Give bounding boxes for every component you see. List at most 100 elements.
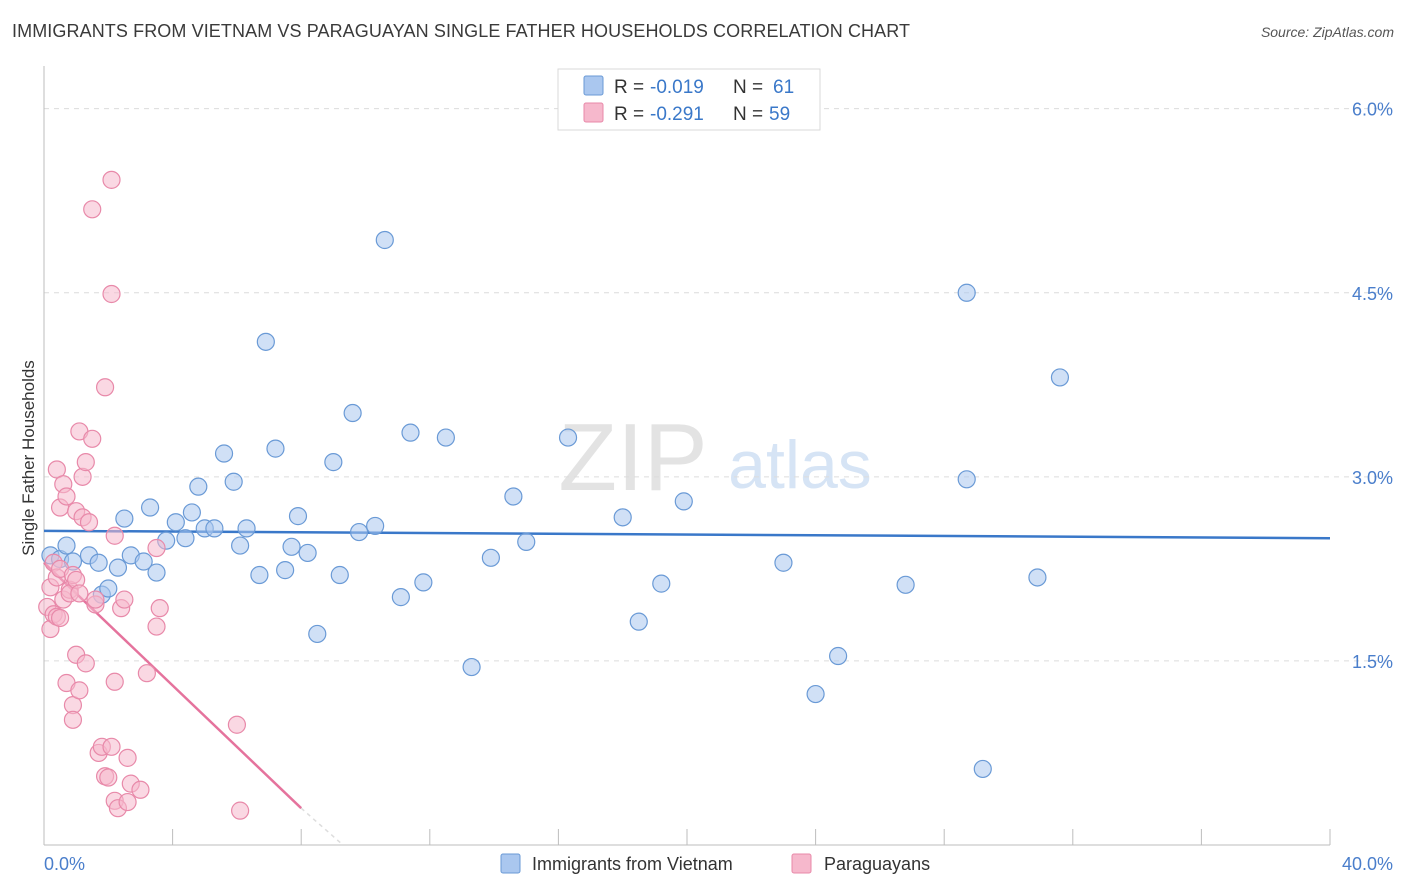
paraguayan-point	[73, 467, 92, 486]
vietnam-point	[343, 403, 362, 423]
gridlines	[44, 108, 1393, 662]
vietnam-point	[57, 536, 76, 555]
vietnam-point	[375, 230, 394, 250]
y-tick-label: 4.5%	[1352, 284, 1393, 304]
paraguayan-point	[137, 664, 156, 683]
y-axis-label: Single Father Households	[19, 360, 38, 556]
vietnam-point	[134, 552, 153, 571]
paraguayan-point	[99, 768, 118, 787]
vietnam-point	[674, 492, 693, 511]
bottom-legend-swatch-pink	[791, 853, 812, 874]
vietnam-point	[288, 507, 308, 526]
vietnam-point	[774, 553, 793, 572]
vietnam-point	[89, 553, 108, 572]
vietnam-point	[806, 684, 825, 704]
vietnam-point	[237, 519, 256, 538]
vietnam-point	[176, 529, 195, 548]
vietnam-point	[166, 513, 185, 532]
series-legend: Immigrants from Vietnam Paraguayans	[500, 853, 930, 874]
vietnam-point	[115, 509, 134, 528]
legend-pink-n-label: N =	[733, 104, 763, 125]
vietnam-point	[391, 588, 410, 607]
legend-pink-n-value: 59	[769, 104, 790, 125]
axes	[43, 66, 1331, 846]
chart-title: IMMIGRANTS FROM VIETNAM VS PARAGUAYAN SI…	[12, 21, 911, 41]
vietnam-point	[324, 453, 343, 472]
vietnam-point	[108, 558, 128, 577]
paraguayan-point	[63, 710, 83, 729]
source-label: Source: ZipAtlas.com	[1260, 24, 1394, 40]
vietnam-point	[829, 646, 848, 666]
vietnam-point	[330, 565, 349, 585]
paraguayan-point	[70, 681, 89, 700]
paraguayan-point	[227, 715, 246, 734]
paraguayan-point	[231, 801, 250, 820]
legend-swatch-pink	[583, 102, 604, 123]
vietnam-point	[298, 543, 317, 563]
vietnam-point	[462, 657, 481, 677]
vietnam-point	[276, 561, 295, 580]
vietnam-point	[401, 423, 420, 442]
vietnam-point	[957, 470, 976, 489]
tick-labels: 1.5% 3.0% 4.5% 6.0% 0.0% 40.0%	[44, 100, 1393, 874]
vietnam-point	[896, 575, 915, 594]
vietnam-point	[481, 548, 500, 567]
legend-blue-n-value: 61	[773, 77, 794, 98]
vietnam-point	[99, 579, 118, 598]
vietnam-point	[256, 332, 275, 351]
paraguayan-point	[83, 429, 102, 448]
vietnam-point	[629, 612, 648, 631]
legend-pink-r-value: -0.291	[650, 104, 704, 125]
paraguayan-point	[150, 599, 169, 618]
vietnam-point	[1028, 568, 1047, 587]
paraguayan-point	[147, 538, 166, 558]
vietnam-point	[189, 477, 208, 496]
vietnam-point	[366, 516, 385, 536]
y-tick-label: 3.0%	[1352, 468, 1393, 488]
trend-lines	[43, 529, 1331, 846]
paraguayan-point	[105, 672, 124, 691]
vietnam-point	[517, 532, 536, 551]
vietnam-point	[224, 472, 243, 491]
vietnam-point	[973, 759, 992, 779]
vietnam-point	[349, 522, 369, 542]
vietnam-point	[214, 444, 234, 463]
vietnam-point	[957, 283, 976, 302]
paraguayan-point	[79, 513, 99, 532]
data-points	[38, 170, 1070, 820]
bottom-legend-swatch-blue	[500, 853, 521, 874]
vietnam-point	[282, 537, 301, 556]
vietnam-point	[652, 574, 671, 593]
legend-blue-r-label: R =	[614, 77, 644, 98]
paraguayan-point	[102, 284, 121, 304]
bottom-legend-blue-label: Immigrants from Vietnam	[532, 854, 733, 874]
watermark-atlas: atlas	[728, 427, 872, 503]
vietnam-point	[205, 519, 224, 538]
vietnam-point	[308, 624, 327, 644]
vietnam-point	[558, 428, 578, 447]
paraguayan-point	[83, 200, 102, 219]
y-tick-label: 6.0%	[1352, 100, 1393, 120]
legend-pink-r-label: R =	[614, 104, 644, 125]
x-tick-label: 0.0%	[44, 854, 85, 874]
vietnam-point	[1050, 368, 1070, 387]
paraguayan-point	[76, 654, 95, 673]
legend-blue-n-label: N =	[733, 77, 763, 98]
vietnam-point	[231, 536, 250, 555]
paraguayan-point	[70, 584, 89, 603]
paraguayan-point	[102, 170, 121, 189]
paraguayan-point	[86, 590, 105, 609]
paraguayan-point	[50, 608, 70, 628]
legend-swatch-blue	[583, 75, 604, 96]
bottom-legend-pink-label: Paraguayans	[824, 854, 930, 874]
vietnam-point	[182, 503, 201, 522]
vietnam-point	[266, 439, 285, 458]
vietnam-point	[147, 563, 166, 582]
paraguayan-point	[118, 792, 137, 812]
paraguayan-point	[76, 453, 95, 472]
paraguayan-point	[131, 780, 150, 799]
vietnam-point	[250, 565, 269, 585]
paraguayan-point	[57, 487, 76, 506]
vietnam-point	[140, 498, 160, 517]
